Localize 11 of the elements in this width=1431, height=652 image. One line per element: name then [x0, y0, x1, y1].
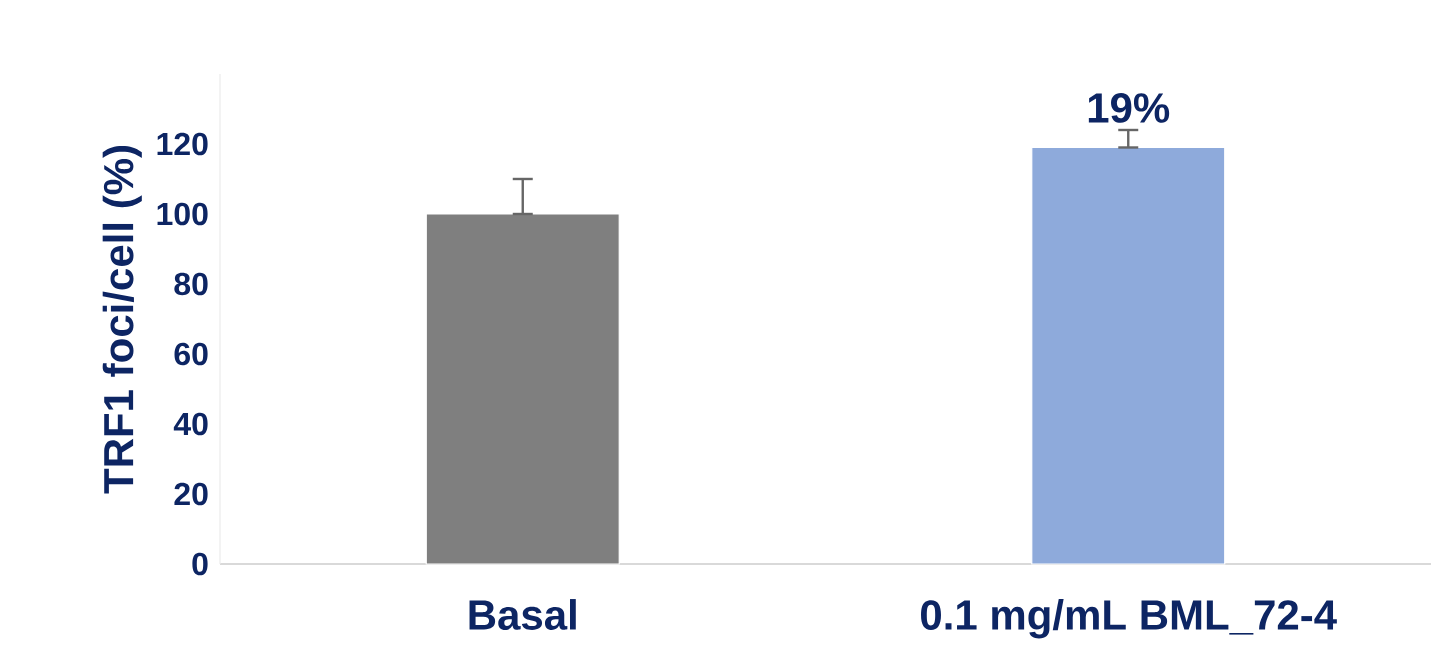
y-tick-label: 20: [174, 482, 208, 506]
y-tick-label: 120: [157, 132, 208, 156]
y-tick-label: 40: [173, 412, 208, 436]
x-tick-label: Basal: [469, 599, 576, 630]
x-tick-label: 0.1 mg/mL BML_72-4: [921, 599, 1337, 639]
y-tick-label: 80: [174, 272, 208, 296]
y-axis-title: TRF1 foci/cell (%): [102, 146, 142, 494]
y-tick-label: 60: [174, 342, 208, 366]
y-tick-label: 100: [157, 202, 208, 226]
y-tick-label: 0: [192, 552, 208, 576]
annotation: 19%: [1088, 93, 1170, 123]
